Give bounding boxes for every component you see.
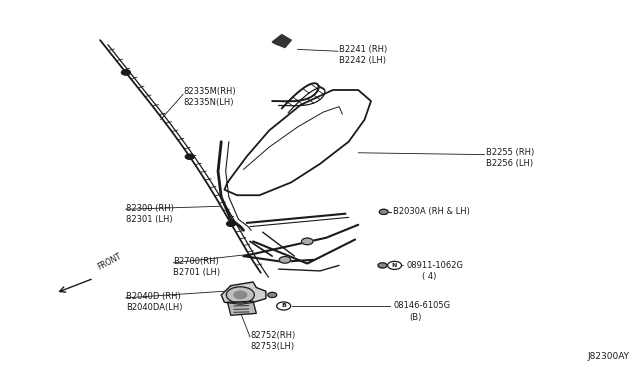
Text: B: B bbox=[281, 304, 286, 308]
Text: N: N bbox=[392, 263, 397, 268]
Text: ( 4): ( 4) bbox=[422, 272, 436, 281]
Circle shape bbox=[380, 209, 388, 214]
Circle shape bbox=[227, 221, 236, 227]
Text: B2701 (LH): B2701 (LH) bbox=[173, 268, 221, 277]
Text: 08911-1062G: 08911-1062G bbox=[406, 261, 463, 270]
Text: 82300 (RH): 82300 (RH) bbox=[125, 203, 173, 213]
Circle shape bbox=[388, 261, 401, 269]
Polygon shape bbox=[221, 282, 266, 304]
Text: B2040DA(LH): B2040DA(LH) bbox=[125, 303, 182, 312]
Text: B2242 (LH): B2242 (LH) bbox=[339, 56, 386, 65]
Text: B2255 (RH): B2255 (RH) bbox=[486, 148, 534, 157]
Text: J82300AY: J82300AY bbox=[587, 352, 629, 361]
Circle shape bbox=[268, 292, 276, 298]
Circle shape bbox=[301, 238, 313, 245]
Circle shape bbox=[186, 154, 194, 159]
Circle shape bbox=[276, 302, 291, 310]
Circle shape bbox=[234, 291, 246, 299]
Text: B2241 (RH): B2241 (RH) bbox=[339, 45, 387, 54]
Polygon shape bbox=[272, 35, 291, 48]
Text: B2256 (LH): B2256 (LH) bbox=[486, 159, 533, 169]
Circle shape bbox=[227, 287, 254, 303]
Text: 08146-6105G: 08146-6105G bbox=[394, 301, 451, 311]
Text: FRONT: FRONT bbox=[96, 251, 123, 272]
Text: B2040D (RH): B2040D (RH) bbox=[125, 292, 180, 301]
Text: 82335M(RH): 82335M(RH) bbox=[183, 87, 236, 96]
Circle shape bbox=[122, 70, 131, 75]
Text: B2030A (RH & LH): B2030A (RH & LH) bbox=[394, 207, 470, 217]
Text: 82335N(LH): 82335N(LH) bbox=[183, 99, 234, 108]
Text: B2700(RH): B2700(RH) bbox=[173, 257, 219, 266]
Text: (B): (B) bbox=[409, 312, 422, 321]
Circle shape bbox=[279, 257, 291, 263]
Polygon shape bbox=[228, 301, 256, 315]
Text: 82301 (LH): 82301 (LH) bbox=[125, 215, 172, 224]
Circle shape bbox=[378, 263, 387, 268]
Text: 82752(RH): 82752(RH) bbox=[250, 331, 295, 340]
Text: 82753(LH): 82753(LH) bbox=[250, 342, 294, 351]
